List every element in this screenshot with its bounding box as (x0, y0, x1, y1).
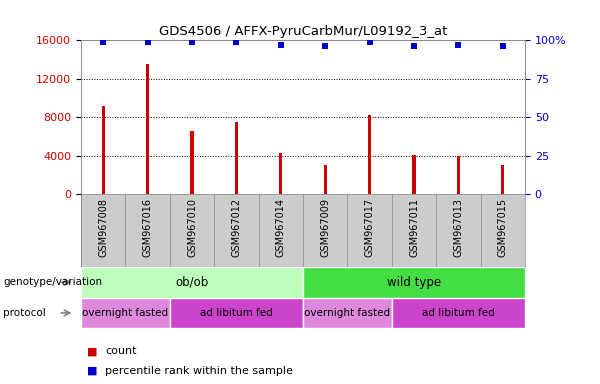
Bar (501, 165, 505, 194)
Text: GSM967010: GSM967010 (187, 198, 197, 257)
Text: ob/ob: ob/ob (175, 276, 209, 289)
Title: GDS4506 / AFFX-PyruCarbMur/L09192_3_at: GDS4506 / AFFX-PyruCarbMur/L09192_3_at (159, 25, 447, 38)
Text: GSM967014: GSM967014 (276, 198, 286, 257)
Bar (279, 153, 283, 194)
Text: overnight fasted: overnight fasted (304, 308, 391, 318)
Text: percentile rank within the sample: percentile rank within the sample (105, 366, 293, 376)
Point (320, 43, 330, 50)
Bar (392, 298, 525, 328)
Point (187, 39, 197, 45)
Text: ad libitum fed: ad libitum fed (200, 308, 273, 318)
Point (498, 43, 508, 50)
Text: GSM967011: GSM967011 (409, 198, 419, 257)
Point (232, 39, 241, 45)
Text: genotype/variation: genotype/variation (3, 277, 102, 287)
Text: wild type: wild type (387, 276, 441, 289)
Bar (303, 298, 392, 328)
Text: GSM967016: GSM967016 (143, 198, 152, 257)
Text: GSM967008: GSM967008 (98, 198, 108, 257)
Bar (303, 267, 525, 298)
Text: count: count (105, 346, 137, 356)
Bar (368, 115, 371, 194)
Bar (81, 298, 170, 328)
Text: ■: ■ (87, 346, 101, 356)
Text: overnight fasted: overnight fasted (82, 308, 169, 318)
Text: GSM967017: GSM967017 (365, 198, 374, 257)
Point (365, 39, 374, 45)
Bar (412, 155, 416, 194)
Text: GSM967009: GSM967009 (320, 198, 330, 257)
Text: ■: ■ (87, 366, 101, 376)
Bar (457, 156, 460, 194)
Bar (101, 106, 105, 194)
Text: ad libitum fed: ad libitum fed (422, 308, 495, 318)
Bar (146, 64, 149, 194)
Text: GSM967015: GSM967015 (498, 198, 508, 257)
Text: protocol: protocol (3, 308, 46, 318)
Point (143, 39, 152, 45)
Bar (323, 165, 327, 194)
Text: GSM967012: GSM967012 (232, 198, 241, 257)
Point (409, 43, 419, 50)
Bar (235, 122, 238, 194)
Bar (170, 298, 303, 328)
Bar (81, 267, 303, 298)
Text: GSM967013: GSM967013 (454, 198, 463, 257)
Bar (190, 131, 194, 194)
Point (276, 42, 286, 48)
Point (454, 42, 463, 48)
Point (98, 39, 108, 45)
